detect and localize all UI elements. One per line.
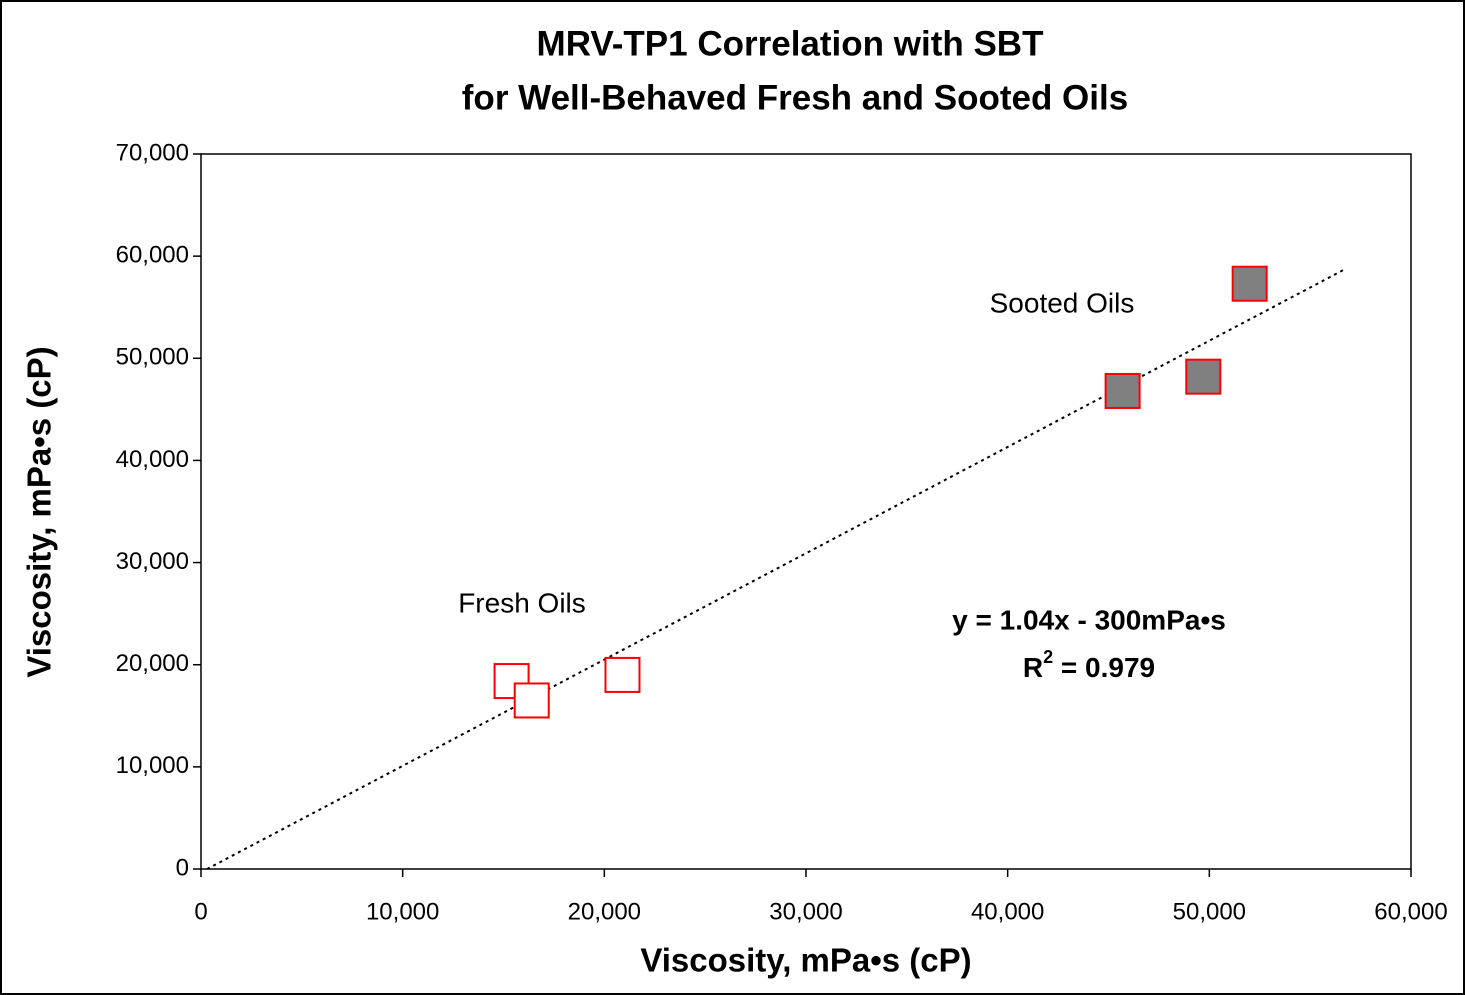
y-tick-label: 70,000	[116, 139, 189, 166]
x-tick-label: 20,000	[568, 898, 641, 925]
x-axis-label: Viscosity, mPa•s (cP)	[640, 942, 971, 979]
y-tick-label: 40,000	[116, 446, 189, 473]
r-squared: R2 = 0.979	[1023, 647, 1155, 684]
marker	[1104, 372, 1141, 409]
x-tick-label: 40,000	[971, 898, 1044, 925]
marker	[604, 656, 641, 693]
y-tick-label: 10,000	[116, 752, 189, 779]
y-tick-label: 60,000	[116, 241, 189, 268]
r-squared-part: R	[1023, 652, 1043, 683]
y-tick-label: 0	[176, 854, 189, 881]
trendline	[206, 267, 1347, 870]
r-squared-part: = 0.979	[1053, 652, 1155, 683]
equation: y = 1.04x - 300mPa•s	[952, 604, 1226, 635]
x-tick-label: 30,000	[769, 898, 842, 925]
marker	[1231, 265, 1268, 302]
x-tick-label: 60,000	[1374, 898, 1447, 925]
y-axis-label: Viscosity, mPa•s (cP)	[21, 346, 58, 677]
y-tick-label: 20,000	[116, 650, 189, 677]
marker	[1185, 358, 1222, 395]
marker	[513, 682, 550, 719]
series-label: Sooted Oils	[990, 287, 1135, 318]
y-tick-label: 30,000	[116, 548, 189, 575]
x-tick-label: 0	[194, 898, 207, 925]
y-tick-label: 50,000	[116, 344, 189, 371]
r-squared-part: 2	[1043, 647, 1053, 667]
series-label: Fresh Oils	[458, 587, 586, 618]
chart-title: for Well-Behaved Fresh and Sooted Oils	[462, 78, 1128, 117]
x-tick-label: 50,000	[1173, 898, 1246, 925]
chart-title: MRV-TP1 Correlation with SBT	[537, 24, 1044, 63]
x-tick-label: 10,000	[366, 898, 439, 925]
